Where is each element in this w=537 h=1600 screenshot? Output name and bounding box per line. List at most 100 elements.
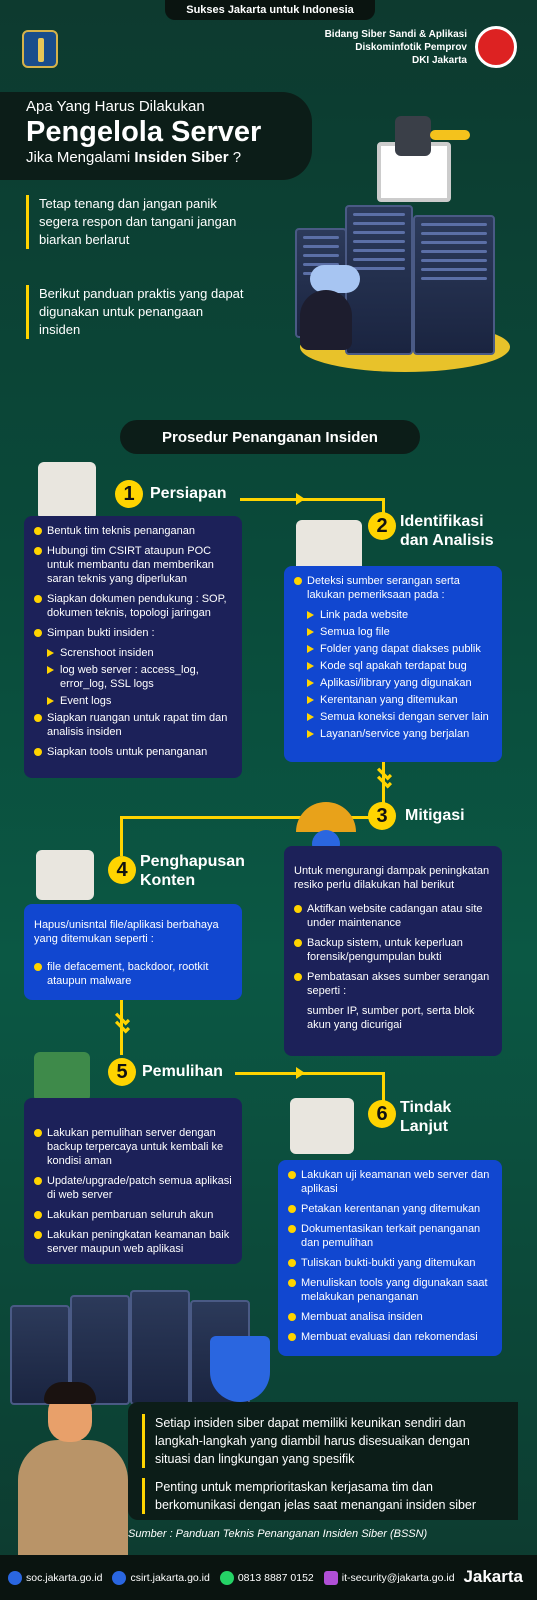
step-title-4: Penghapusan Konten	[140, 852, 245, 890]
connector-line	[382, 498, 385, 514]
officer-illustration	[18, 1440, 128, 1555]
list-item: Deteksi sumber serangan serta lakukan pe…	[294, 574, 492, 602]
step-title-line: Konten	[140, 872, 196, 889]
step4-box: Hapus/unisntal file/aplikasi berbahaya y…	[24, 904, 242, 1000]
server-rack-icon	[413, 215, 495, 355]
list-item: Membuat analisa insiden	[288, 1310, 492, 1324]
connector-line	[235, 1072, 385, 1075]
source-citation: Sumber : Panduan Teknis Penanganan Insid…	[128, 1528, 428, 1540]
list-item: Petakan kerentanan yang ditemukan	[288, 1202, 492, 1216]
bug-document-icon	[36, 850, 94, 900]
sub-item: Link pada website	[294, 608, 492, 622]
step-title-2: Identifikasi dan Analisis	[400, 512, 494, 550]
list-item: Lakukan pemulihan server dengan backup t…	[34, 1126, 232, 1168]
step-number-2: 2	[368, 512, 396, 540]
list-item: Dokumentasikan terkait penanganan dan pe…	[288, 1222, 492, 1250]
sub-item: Aplikasi/library yang digunakan	[294, 676, 492, 690]
step1-box: Bentuk tim teknis penanganan Hubungi tim…	[24, 516, 242, 778]
note-2: Penting untuk memprioritaskan kerjasama …	[142, 1478, 506, 1514]
chevron-down-icon	[114, 1023, 128, 1033]
step-number-1: 1	[115, 480, 143, 508]
connector-line	[120, 816, 123, 856]
list-item: Simpan bukti insiden :	[34, 626, 232, 640]
title-line3-pre: Jika Mengalami	[26, 149, 135, 166]
tail-text: sumber IP, sumber port, serta blok akun …	[307, 1005, 475, 1031]
shield-user-icon	[210, 1336, 270, 1402]
step-title-5: Pemulihan	[142, 1063, 223, 1080]
csirt-logo	[475, 26, 517, 68]
arrow-right-icon	[296, 1067, 305, 1079]
list-item: Siapkan tools untuk penanganan	[34, 745, 232, 759]
sub-item: Event logs	[34, 694, 232, 708]
cloud-icon	[310, 265, 360, 293]
list-item: Lakukan peningkatan keamanan baik server…	[34, 1228, 232, 1256]
step-title-line: Penghapusan	[140, 853, 245, 870]
tagline-pill: Sukses Jakarta untuk Indonesia	[165, 0, 375, 20]
sub-item: Semua log file	[294, 625, 492, 639]
footer-bar: soc.jakarta.go.id csirt.jakarta.go.id 08…	[0, 1555, 537, 1600]
org-line: DKI Jakarta	[411, 55, 467, 66]
list-item: Lakukan pembaruan seluruh akun	[34, 1208, 232, 1222]
list-item: Pembatasan akses sumber serangan seperti…	[294, 970, 492, 998]
sub-item: Screnshoot insiden	[34, 646, 232, 660]
whatsapp-icon	[219, 1570, 234, 1585]
step-number-6: 6	[368, 1100, 396, 1128]
hacker-icon	[300, 290, 352, 350]
sub-item: Folder yang dapat diakses publik	[294, 642, 492, 656]
step-number-4: 4	[108, 856, 136, 884]
step-title-line: Lanjut	[400, 1118, 448, 1135]
step3-box: Untuk mengurangi dampak peningkatan resi…	[284, 846, 502, 1056]
mail-icon	[323, 1570, 338, 1585]
step5-box: Lakukan pemulihan server dengan backup t…	[24, 1098, 242, 1264]
step-title-1: Persiapan	[150, 485, 227, 502]
title-line3: Jika Mengalami Insiden Siber ?	[26, 149, 312, 166]
umbrella-icon	[296, 802, 356, 832]
title-line1: Apa Yang Harus Dilakukan	[26, 98, 205, 115]
step-title-3: Mitigasi	[405, 807, 465, 824]
step6-box: Lakukan uji keamanan web server dan apli…	[278, 1160, 502, 1356]
globe-icon	[112, 1570, 127, 1585]
footer-phone[interactable]: 0813 8887 0152	[219, 1570, 314, 1585]
server-rack-icon	[130, 1290, 190, 1405]
arrow-right-icon	[296, 493, 305, 505]
footer-email[interactable]: it-security@jakarta.go.id	[323, 1570, 455, 1585]
step-number-5: 5	[108, 1058, 136, 1086]
list-item: Siapkan ruangan untuk rapat tim dan anal…	[34, 711, 232, 739]
list-item: Lakukan uji keamanan web server dan apli…	[288, 1168, 492, 1196]
step-title-6: Tindak Lanjut	[400, 1098, 451, 1136]
footer-web1[interactable]: soc.jakarta.go.id	[8, 1570, 103, 1585]
footer-phone-text: 0813 8887 0152	[237, 1571, 314, 1584]
note-1: Setiap insiden siber dapat memiliki keun…	[142, 1414, 506, 1468]
list-item: Hubungi tim CSIRT ataupun POC untuk memb…	[34, 544, 232, 586]
intro-text-1: Tetap tenang dan jangan panik segera res…	[26, 195, 246, 249]
connector-line	[382, 1072, 385, 1102]
step-title-line: Tindak	[400, 1099, 452, 1116]
intro-text-2: Berikut panduan praktis yang dapat digun…	[26, 285, 246, 339]
padlock-icon	[395, 116, 431, 156]
jakarta-emblem-logo	[22, 30, 58, 68]
list-item: Tuliskan bukti-bukti yang ditemukan	[288, 1256, 492, 1270]
checklist-gear-icon	[38, 462, 96, 520]
org-line: Bidang Siber Sandi & Aplikasi	[324, 29, 467, 40]
title-line3-post: ?	[228, 149, 242, 166]
connector-line	[240, 498, 385, 501]
lead-text: Untuk mengurangi dampak peningkatan resi…	[294, 865, 490, 891]
list-item: Aktifkan website cadangan atau site unde…	[294, 902, 492, 930]
list-item: Bentuk tim teknis penanganan	[34, 524, 232, 538]
document-gear-icon	[290, 1098, 354, 1154]
globe-icon	[8, 1570, 22, 1585]
key-icon	[430, 130, 470, 140]
list-item: Membuat evaluasi dan rekomendasi	[288, 1330, 492, 1344]
list-item: Menuliskan tools yang digunakan saat mel…	[288, 1276, 492, 1304]
sub-item: Kode sql apakah terdapat bug	[294, 659, 492, 673]
procedure-title: Prosedur Penanganan Insiden	[120, 420, 420, 454]
sub-item: log web server : access_log, error_log, …	[34, 663, 232, 691]
list-item: Update/upgrade/patch semua aplikasi di w…	[34, 1174, 232, 1202]
chevron-down-icon	[376, 778, 390, 788]
footer-email-text: it-security@jakarta.go.id	[341, 1571, 455, 1584]
list-item: file defacement, backdoor, rootkit ataup…	[34, 960, 232, 988]
footer-web2[interactable]: csirt.jakarta.go.id	[112, 1570, 210, 1585]
sub-item: Kerentanan yang ditemukan	[294, 693, 492, 707]
footer-web1-text: soc.jakarta.go.id	[26, 1571, 103, 1584]
page-title: Apa Yang Harus Dilakukan Pengelola Serve…	[0, 92, 312, 180]
